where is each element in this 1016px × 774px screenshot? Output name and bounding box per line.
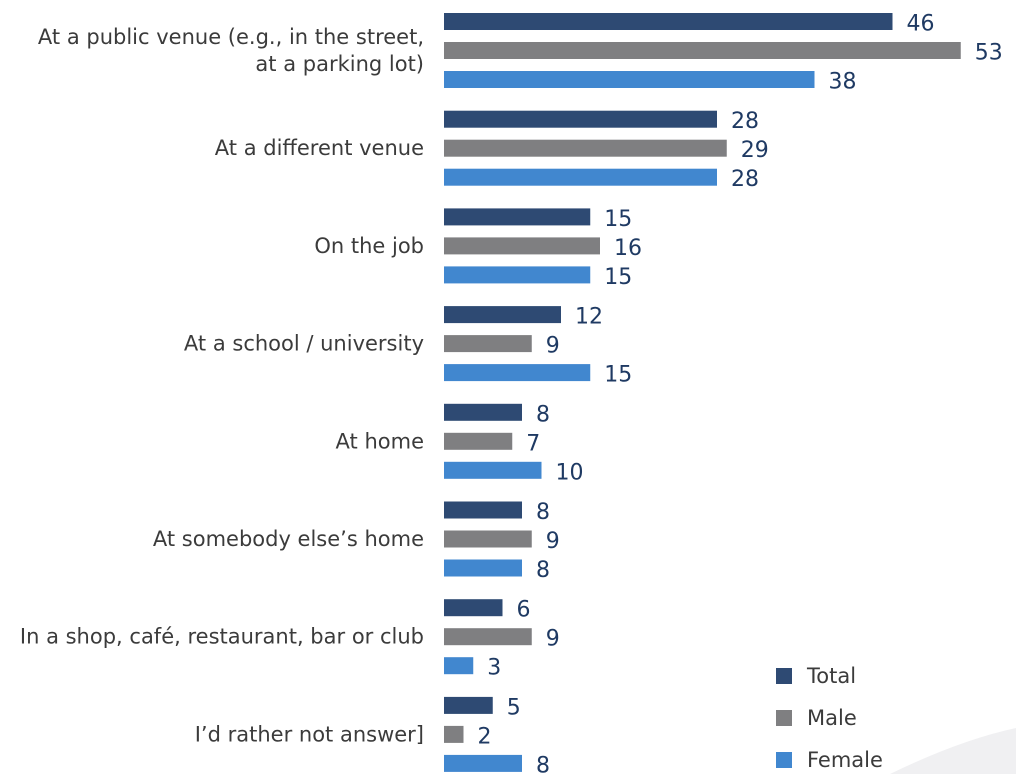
bar-total-in-a-shop-caf-restaurant-bar-or-club <box>444 599 503 617</box>
value-label-male-in-a-shop-caf-restaurant-bar-or-club: 9 <box>546 627 560 652</box>
value-label-total-i-d-rather-not-answer: 5 <box>507 695 521 720</box>
value-label-total-at-a-different-venue: 28 <box>731 109 759 134</box>
value-label-male-on-the-job: 16 <box>614 236 642 261</box>
bar-male-at-a-school-university <box>444 335 532 353</box>
value-label-male-at-a-public-venue-e-g-in-the-street-at-a-parking-lot: 53 <box>975 41 1003 66</box>
bar-male-at-a-different-venue <box>444 139 727 157</box>
legend-label-total: Total <box>806 664 856 688</box>
value-label-female-at-a-public-venue-e-g-in-the-street-at-a-parking-lot: 38 <box>829 70 857 95</box>
value-label-male-i-d-rather-not-answer: 2 <box>478 724 492 749</box>
bar-female-i-d-rather-not-answer <box>444 754 522 772</box>
legend-label-female: Female <box>807 748 883 772</box>
bar-male-at-home <box>444 432 513 450</box>
legend-swatch-total <box>776 668 792 684</box>
legend-label-male: Male <box>807 706 857 730</box>
category-label-at-a-public-venue-e-g-in-the-street-at-a-parking-lot: At a public venue (e.g., in the street, a… <box>38 25 424 76</box>
value-label-total-at-somebody-else-s-home: 8 <box>536 500 550 525</box>
bar-male-i-d-rather-not-answer <box>444 725 464 743</box>
bar-total-on-the-job <box>444 208 591 226</box>
bar-female-at-a-school-university <box>444 364 591 382</box>
bar-total-at-a-public-venue-e-g-in-the-street-at-a-parking-lot <box>444 13 893 30</box>
value-label-total-on-the-job: 15 <box>604 207 632 232</box>
category-label-in-a-shop-caf-restaurant-bar-or-club: In a shop, café, restaurant, bar or club <box>20 625 424 649</box>
labels-layer: At a public venue (e.g., in the street, a… <box>20 12 1003 774</box>
value-label-male-at-home: 7 <box>526 431 540 456</box>
bar-total-at-somebody-else-s-home <box>444 501 522 519</box>
background-swoosh <box>890 728 1016 774</box>
bar-female-at-somebody-else-s-home <box>444 559 522 577</box>
value-label-female-i-d-rather-not-answer: 8 <box>536 753 550 774</box>
value-label-female-on-the-job: 15 <box>604 265 632 290</box>
category-label-i-d-rather-not-answer: I’d rather not answer] <box>195 722 424 746</box>
bars-layer <box>444 13 961 772</box>
value-label-male-at-somebody-else-s-home: 9 <box>546 529 560 554</box>
bar-total-at-a-school-university <box>444 306 561 324</box>
value-label-female-in-a-shop-caf-restaurant-bar-or-club: 3 <box>487 656 501 681</box>
bar-male-at-somebody-else-s-home <box>444 530 532 548</box>
bar-male-on-the-job <box>444 237 600 255</box>
value-label-female-at-somebody-else-s-home: 8 <box>536 558 550 583</box>
category-label-at-home: At home <box>336 429 424 453</box>
category-label-on-the-job: On the job <box>314 234 424 258</box>
category-label-at-a-school-university: At a school / university <box>184 332 424 356</box>
value-label-male-at-a-school-university: 9 <box>546 334 560 359</box>
category-label-at-somebody-else-s-home: At somebody else’s home <box>153 527 424 551</box>
bar-male-at-a-public-venue-e-g-in-the-street-at-a-parking-lot <box>444 42 961 59</box>
category-label-at-a-different-venue: At a different venue <box>215 136 424 160</box>
bar-total-i-d-rather-not-answer <box>444 696 493 714</box>
legend-swatch-male <box>776 710 792 726</box>
value-label-total-in-a-shop-caf-restaurant-bar-or-club: 6 <box>517 598 531 623</box>
bar-total-at-a-different-venue <box>444 110 717 128</box>
legend-swatch-female <box>776 752 792 768</box>
bar-female-in-a-shop-caf-restaurant-bar-or-club <box>444 657 474 675</box>
value-label-female-at-a-different-venue: 28 <box>731 167 759 192</box>
bar-total-at-home <box>444 403 522 421</box>
value-label-total-at-a-public-venue-e-g-in-the-street-at-a-parking-lot: 46 <box>907 12 935 37</box>
value-label-total-at-a-school-university: 12 <box>575 305 603 330</box>
value-label-female-at-a-school-university: 15 <box>604 363 632 388</box>
value-label-male-at-a-different-venue: 29 <box>741 138 769 163</box>
bar-female-at-home <box>444 461 542 479</box>
value-label-total-at-home: 8 <box>536 402 550 427</box>
bar-female-at-a-public-venue-e-g-in-the-street-at-a-parking-lot <box>444 71 815 88</box>
legend: Total Male Female <box>776 664 883 772</box>
value-label-female-at-home: 10 <box>556 460 584 485</box>
bar-female-at-a-different-venue <box>444 168 717 186</box>
bar-male-in-a-shop-caf-restaurant-bar-or-club <box>444 628 532 646</box>
bar-female-on-the-job <box>444 266 591 284</box>
